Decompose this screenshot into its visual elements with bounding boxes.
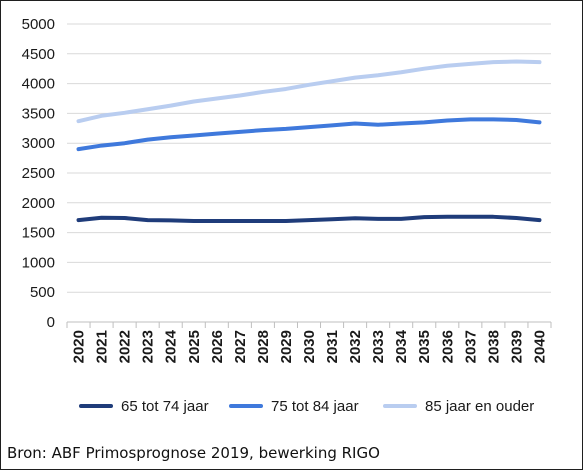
x-tick-label: 2029 — [278, 330, 295, 363]
y-tick-label: 500 — [30, 284, 55, 301]
x-tick-label: 2021 — [94, 330, 111, 363]
legend-label-75-84: 75 tot 84 jaar — [271, 397, 359, 415]
y-tick-label: 3000 — [22, 135, 55, 152]
x-tick-label: 2035 — [416, 330, 433, 363]
legend-swatch-85-plus — [383, 404, 417, 408]
x-tick-label: 2031 — [324, 330, 341, 363]
x-tick-label: 2025 — [186, 330, 203, 363]
legend-item-85-plus: 85 jaar en ouder — [383, 395, 534, 417]
x-tick-label: 2039 — [508, 330, 525, 363]
legend-label-65-74: 65 tot 74 jaar — [121, 397, 209, 415]
legend-item-75-84: 75 tot 84 jaar — [229, 395, 359, 417]
y-tick-label: 2500 — [22, 165, 55, 182]
x-tick-label: 2026 — [209, 330, 226, 363]
legend-item-65-74: 65 tot 74 jaar — [79, 395, 209, 417]
y-tick-label: 1500 — [22, 225, 55, 242]
legend-label-85-plus: 85 jaar en ouder — [425, 397, 535, 415]
legend-swatch-75-84 — [229, 404, 263, 408]
series-line-2 — [76, 59, 542, 124]
x-tick-label: 2032 — [347, 330, 364, 363]
y-tick-label: 0 — [47, 314, 55, 331]
x-tick-label: 2022 — [117, 330, 134, 363]
series-line-1 — [76, 117, 542, 152]
x-tick-label: 2040 — [531, 330, 548, 363]
x-tick-label: 2023 — [140, 330, 157, 363]
legend: 65 tot 74 jaar 75 tot 84 jaar 85 jaar en… — [1, 395, 585, 417]
y-tick-label: 1000 — [22, 254, 55, 271]
series-line-0 — [76, 214, 542, 223]
x-tick-label: 2027 — [232, 330, 249, 363]
y-tick-label: 5000 — [22, 16, 55, 33]
x-tick-label: 2024 — [163, 329, 180, 363]
x-tick-label: 2030 — [301, 330, 318, 363]
x-tick-label: 2028 — [255, 330, 272, 363]
source-note: Bron: ABF Primosprognose 2019, bewerking… — [7, 444, 380, 462]
x-tick-label: 2033 — [370, 330, 387, 363]
x-tick-label: 2034 — [393, 329, 410, 363]
x-tick-label: 2020 — [71, 330, 88, 363]
y-tick-label: 3500 — [22, 105, 55, 122]
y-tick-label: 4500 — [22, 46, 55, 63]
y-tick-label: 4000 — [22, 76, 55, 93]
legend-swatch-65-74 — [79, 404, 113, 408]
x-tick-label: 2036 — [439, 330, 456, 363]
x-tick-label: 2038 — [485, 330, 502, 363]
x-tick-label: 2037 — [462, 330, 479, 363]
y-tick-label: 2000 — [22, 195, 55, 212]
